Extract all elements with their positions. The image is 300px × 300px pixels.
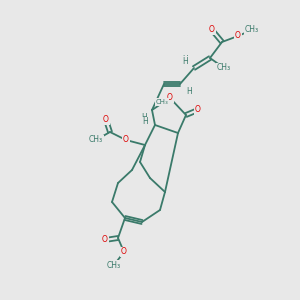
Text: O: O [167, 94, 173, 103]
Text: H: H [186, 86, 192, 95]
Text: O: O [102, 236, 108, 244]
Text: H: H [182, 56, 188, 65]
Text: O: O [209, 26, 215, 34]
Text: CH₃: CH₃ [107, 260, 121, 269]
Text: O: O [123, 136, 129, 145]
Text: CH₃: CH₃ [156, 99, 168, 105]
Text: O: O [235, 32, 241, 40]
Text: H: H [186, 89, 192, 98]
Text: H: H [182, 55, 188, 64]
Text: O: O [121, 248, 127, 256]
Text: CH₃: CH₃ [89, 136, 103, 145]
Text: O: O [195, 106, 201, 115]
Text: H: H [142, 118, 148, 127]
Text: O: O [103, 116, 109, 124]
Text: CH₃: CH₃ [217, 64, 231, 73]
Text: CH₃: CH₃ [245, 26, 259, 34]
Text: H: H [141, 113, 147, 122]
